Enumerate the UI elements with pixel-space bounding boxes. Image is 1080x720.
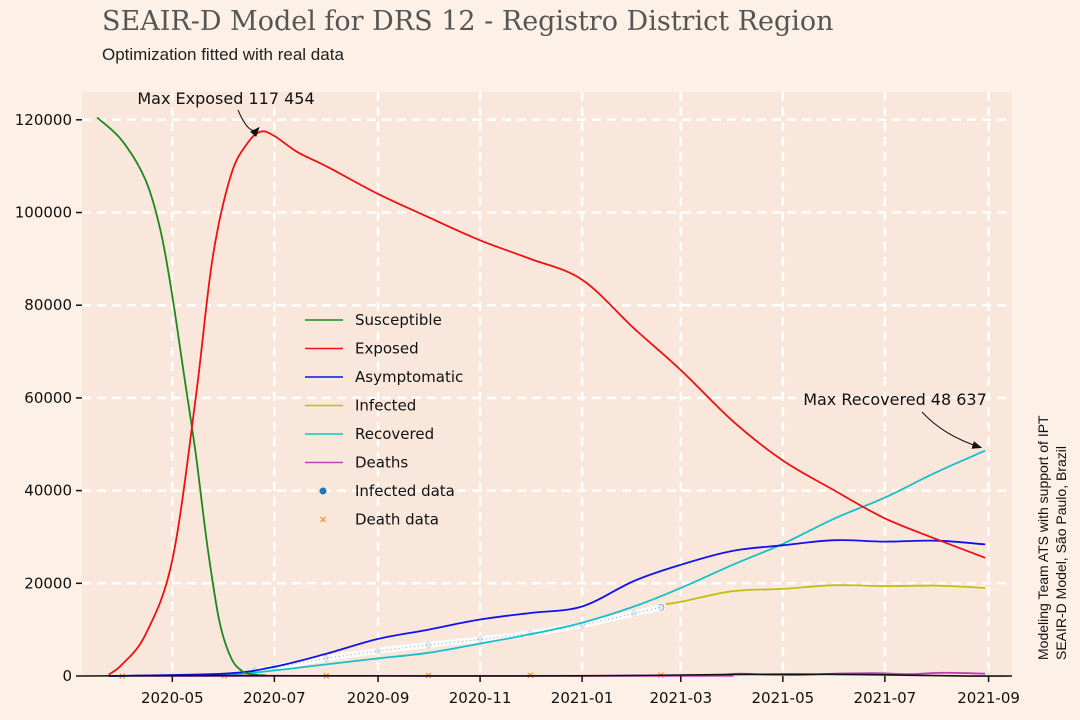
legend-label-infected: Infected (355, 397, 416, 415)
legend: Susceptible Exposed Asymptomatic Infected Re… (305, 311, 463, 529)
legend-item-deaths: Deaths (305, 454, 408, 472)
plot-area (82, 92, 1012, 676)
legend-item-recovered: Recovered (305, 425, 434, 443)
annotation-arrow-recovered (921, 411, 983, 449)
legend-item-exposed: Exposed (305, 340, 419, 358)
y-tick-label: 20000 (24, 574, 72, 592)
x-tick-label: 2021-03 (649, 689, 712, 707)
series-asymptomatic (108, 539, 986, 677)
legend-marker-infected-data (319, 487, 327, 495)
legend-label-deaths: Deaths (355, 454, 408, 472)
x-tick-label: 2020-05 (141, 689, 204, 707)
chart-subtitle: Optimization fitted with real data (102, 45, 344, 64)
series-recovered (108, 449, 986, 677)
x-tick-label: 2020-07 (243, 689, 306, 707)
legend-label-infected-data: Infected data (355, 482, 455, 500)
x-axis-line (81, 673, 1013, 677)
grid-lines (82, 92, 1012, 676)
y-tick-label: 100000 (15, 204, 72, 222)
annotation-max-exposed: Max Exposed 117 454 (137, 89, 314, 108)
x-tick-label: 2021-01 (551, 689, 614, 707)
y-tick-label: 60000 (24, 389, 72, 407)
axes: 2020-05 2020-07 2020-09 2020-11 2021-01 2021-… (15, 111, 1020, 707)
chart-title: SEAIR-D Model for DRS 12 - Registro Dist… (102, 6, 834, 37)
y-tick-label: 0 (62, 667, 72, 685)
legend-item-death-data: Death data (320, 511, 439, 529)
legend-item-infected: Infected (305, 397, 416, 415)
legend-label-asymptomatic: Asymptomatic (355, 368, 463, 386)
x-tick-label: 2021-09 (957, 689, 1020, 707)
legend-marker-death-data (320, 516, 326, 523)
y-tick-label: 80000 (24, 296, 72, 314)
legend-item-asymptomatic: Asymptomatic (305, 368, 463, 386)
y-tick-label: 40000 (24, 482, 72, 500)
x-tick-label: 2021-07 (854, 689, 917, 707)
legend-label-recovered: Recovered (355, 425, 434, 443)
legend-item-susceptible: Susceptible (305, 311, 442, 329)
infected-data-trace (255, 606, 661, 671)
legend-label-death-data: Death data (355, 511, 439, 529)
legend-item-infected-data: Infected data (319, 482, 455, 500)
annotation-max-recovered: Max Recovered 48 637 (803, 390, 987, 409)
series-exposed (108, 130, 986, 676)
legend-label-susceptible: Susceptible (355, 311, 442, 329)
series-infected (665, 584, 986, 606)
x-tick-label: 2021-05 (752, 689, 815, 707)
y-tick-label: 120000 (15, 111, 72, 129)
annotation-arrow-exposed (237, 109, 260, 138)
legend-label-exposed: Exposed (355, 340, 419, 358)
series-susceptible (96, 116, 267, 677)
annotations: Max Exposed 117 454 Max Recovered 48 637 (137, 89, 987, 449)
x-tick-label: 2020-09 (347, 689, 410, 707)
x-tick-label: 2020-11 (449, 689, 512, 707)
